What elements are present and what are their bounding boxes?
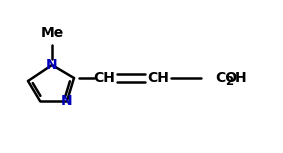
Text: N: N (46, 58, 58, 72)
Text: Me: Me (40, 26, 64, 40)
Text: 2: 2 (226, 75, 233, 88)
Text: CH: CH (93, 71, 115, 85)
Text: N: N (61, 94, 73, 108)
Text: CH: CH (147, 71, 169, 85)
Text: H: H (235, 71, 246, 85)
Text: CO: CO (215, 71, 237, 85)
